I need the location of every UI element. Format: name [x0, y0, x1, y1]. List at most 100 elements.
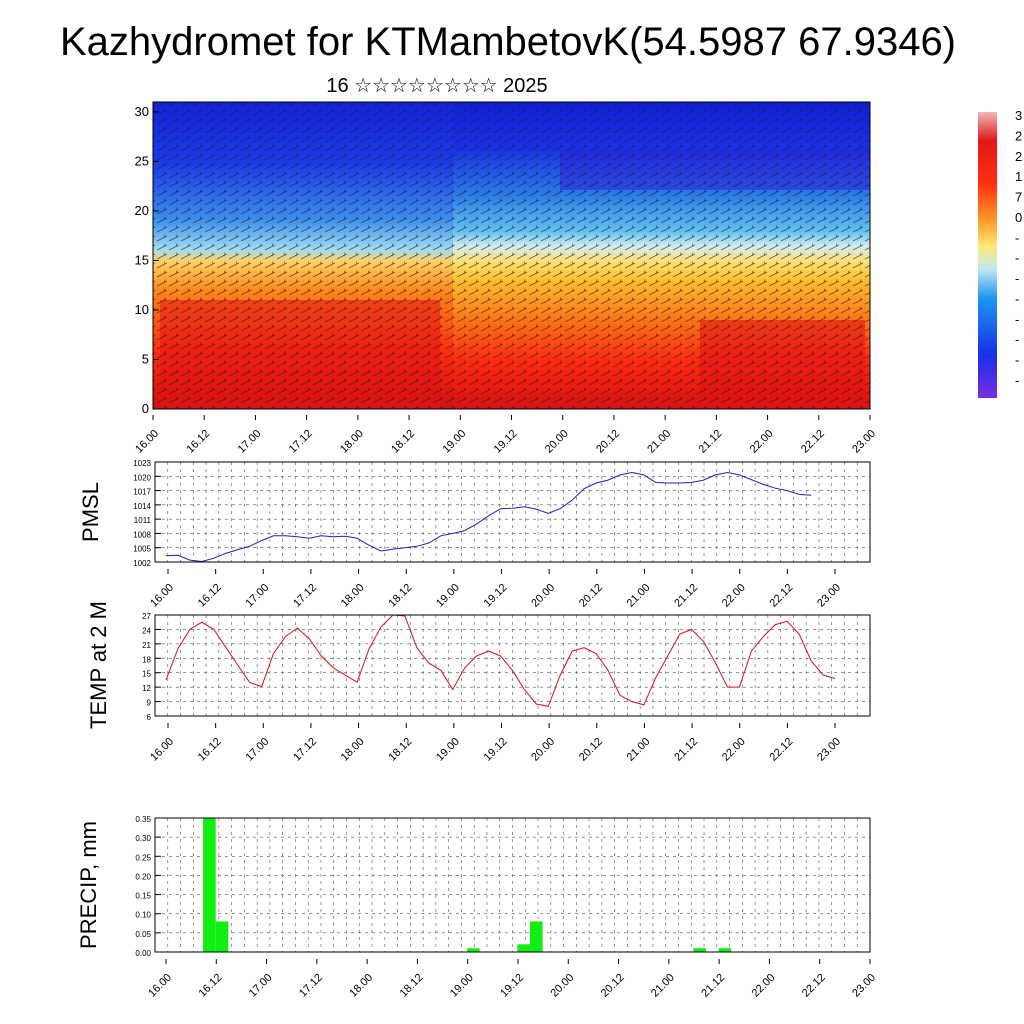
x-tick-label: 16.00	[146, 972, 174, 1000]
x-tick-label: 18.00	[338, 428, 366, 456]
y-tick-label: 0.35	[135, 815, 151, 824]
x-tick-label: 20.12	[577, 582, 605, 610]
x-tick-label: 23.00	[815, 582, 843, 610]
x-tick-label: 20.00	[543, 428, 571, 456]
x-tick-label: 19.00	[434, 582, 462, 610]
y-tick-label: 1014	[133, 502, 151, 511]
x-tick-label: 22.00	[720, 582, 748, 610]
x-tick-label: 22.12	[768, 582, 796, 610]
y-tick-label: 9	[147, 699, 152, 708]
y-tick-label: 1023	[133, 459, 151, 468]
x-tick-label: 19.00	[448, 972, 476, 1000]
x-tick-label: 22.00	[720, 736, 748, 764]
precip-bar	[693, 948, 706, 952]
x-tick-label: 23.00	[850, 428, 878, 456]
y-tick-label: 27	[142, 612, 151, 621]
x-tick-label: 17.00	[243, 736, 271, 764]
temp-grid	[154, 614, 871, 717]
y-tick-label: 21	[142, 641, 151, 650]
x-tick-label: 16.12	[196, 736, 224, 764]
y-tick-label: 0.10	[135, 911, 151, 920]
x-tick-label: 21.00	[625, 736, 653, 764]
x-tick-label: 20.12	[599, 972, 627, 1000]
pmsl-x-axis: 16.00 16.12 17.00 17.12 18.00 18.12 19.00 19.12…	[148, 569, 843, 610]
x-tick-label: 19.12	[498, 972, 526, 1000]
colorbar-tick-label: -	[1015, 291, 1019, 306]
y-tick-label: 25	[135, 153, 149, 168]
x-tick-label: 16.12	[196, 582, 224, 610]
chart-subtitle: 16 ☆☆☆☆☆☆☆☆ 2025	[326, 75, 547, 97]
x-tick-label: 20.00	[548, 972, 576, 1000]
pmsl-frame	[154, 461, 871, 563]
precip-ylabel: PRECIP, mm	[76, 821, 101, 949]
pmsl-panel: PMSL 1002 1005 1008 1011 1014 1017 1020 1023 16…	[78, 459, 871, 610]
heatmap-x-axis: 16.00 16.12 17.00 17.12 18.00 18.12 19.00 19.12…	[133, 415, 878, 456]
colorbar-tick-label: -	[1015, 353, 1019, 368]
y-tick-label: 12	[142, 684, 151, 693]
x-tick-label: 18.12	[386, 736, 414, 764]
precip-grid	[154, 817, 871, 953]
x-tick-label: 20.00	[529, 736, 557, 764]
heatmap-panel: 0 5 10 15 20 25 30 16.00 16.12 17.00 17.12 18.00 18…	[133, 101, 878, 456]
x-tick-label: 16.12	[196, 972, 224, 1000]
precip-bars	[203, 818, 732, 952]
heatmap-frame	[152, 101, 871, 410]
x-tick-label: 23.00	[850, 972, 878, 1000]
colorbar-strip	[978, 112, 997, 398]
y-tick-label: 0.00	[135, 949, 151, 958]
pmsl-grid	[154, 461, 871, 563]
y-tick-label: 0.25	[135, 853, 151, 862]
precip-bar	[203, 818, 216, 952]
y-tick-label: 20	[135, 203, 149, 218]
x-tick-label: 17.12	[291, 582, 319, 610]
x-tick-label: 16.00	[148, 582, 176, 610]
y-tick-label: 15	[135, 252, 149, 267]
x-tick-label: 21.12	[672, 736, 700, 764]
x-tick-label: 19.12	[482, 582, 510, 610]
x-tick-label: 17.00	[243, 582, 271, 610]
colorbar-tick-label: 2	[1015, 128, 1022, 143]
x-tick-label: 18.12	[389, 428, 417, 456]
x-tick-label: 21.00	[645, 428, 673, 456]
colorbar-tick-label: 2	[1015, 149, 1022, 164]
colorbar: 3 2 2 1 7 0 - - - - - - - -	[978, 108, 1022, 398]
y-tick-label: 10	[135, 302, 149, 317]
x-tick-label: 22.12	[768, 736, 796, 764]
temp-frame	[154, 614, 871, 717]
y-tick-label: 1011	[134, 516, 152, 525]
temp-ylabel: TEMP at 2 M	[86, 601, 111, 729]
x-tick-label: 22.00	[750, 972, 778, 1000]
colorbar-tick-label: -	[1015, 332, 1019, 347]
pmsl-y-axis: 1002 1005 1008 1011 1014 1017 1020 1023	[133, 459, 161, 568]
x-tick-label: 18.00	[339, 582, 367, 610]
precip-x-axis: 16.00 16.12 17.00 17.12 18.00 18.12 19.00 19.12…	[146, 959, 878, 1000]
colorbar-tick-label: 3	[1015, 108, 1022, 123]
x-tick-label: 21.12	[699, 972, 727, 1000]
x-tick-label: 21.12	[672, 582, 700, 610]
x-tick-label: 20.12	[577, 736, 605, 764]
precip-bar	[530, 921, 543, 952]
temp-panel: TEMP at 2 M 6 9 12 15 18 21 24 27 16.00 16.12 17.…	[86, 601, 871, 764]
y-tick-label: 1017	[133, 488, 151, 497]
y-tick-label: 30	[135, 104, 149, 119]
precip-bar	[467, 948, 480, 952]
precip-panel: PRECIP, mm 0.000.050.100.150.200.250.300…	[76, 815, 878, 1000]
y-tick-label: 0	[142, 401, 149, 416]
x-tick-label: 17.12	[291, 736, 319, 764]
y-tick-label: 1008	[133, 530, 151, 539]
y-tick-label: 18	[142, 655, 151, 664]
wind-barbs	[153, 102, 870, 409]
x-tick-label: 20.12	[594, 428, 622, 456]
x-tick-label: 19.12	[482, 736, 510, 764]
y-tick-label: 1005	[133, 545, 151, 554]
precip-bar	[215, 921, 229, 952]
colorbar-tick-label: -	[1015, 251, 1019, 266]
x-tick-label: 21.00	[649, 972, 677, 1000]
colorbar-tick-label: 0	[1015, 210, 1022, 225]
y-tick-label: 24	[142, 626, 151, 635]
y-tick-label: 0.05	[135, 930, 151, 939]
x-tick-label: 22.12	[800, 972, 828, 1000]
temp-x-axis: 16.00 16.12 17.00 17.12 18.00 18.12 19.00 19.12…	[148, 723, 843, 764]
x-tick-label: 22.00	[748, 428, 776, 456]
y-tick-label: 0.20	[135, 872, 151, 881]
